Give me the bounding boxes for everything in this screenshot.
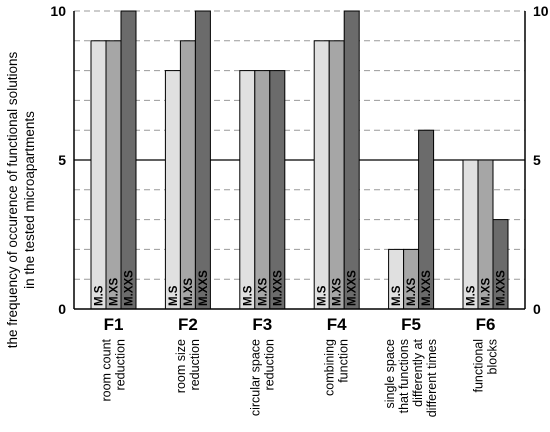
x-category-description: single space	[383, 339, 397, 409]
series-label: M.XS	[332, 278, 344, 306]
bar-F2-M.XS	[179, 40, 196, 310]
x-category-description: that functions	[397, 339, 411, 413]
bar-F4-M.XXS	[343, 10, 360, 310]
x-category-description: differently at	[411, 338, 425, 406]
y-tick-label-left: 10	[50, 3, 66, 19]
series-label: M.XS	[109, 278, 121, 306]
y-tick-label-left: 5	[58, 152, 66, 168]
bar-F2-M.S	[164, 70, 181, 310]
x-category-description: functional	[472, 339, 486, 393]
series-label: M.XXS	[124, 270, 136, 306]
x-category-label: F3	[252, 315, 272, 334]
x-category-description: reduction	[188, 339, 202, 390]
series-label: M.S	[242, 285, 254, 306]
series-label: M.XXS	[496, 270, 508, 306]
series-label: M.XS	[257, 278, 269, 306]
y-tick-label-left: 0	[58, 301, 66, 317]
x-category-label: F1	[104, 315, 124, 334]
x-category-description: room size	[174, 339, 188, 393]
bar-F2-M.XXS	[194, 10, 211, 310]
x-category-description: circular space	[248, 339, 262, 416]
x-category-label: F4	[327, 315, 347, 334]
x-category-description: function	[337, 339, 351, 383]
y-axis-title: the frequency of occurence of functional…	[5, 52, 20, 349]
x-category-description: different times	[425, 339, 439, 417]
bar-F3-M.XS	[254, 70, 271, 310]
y-tick-label-right: 0	[533, 301, 541, 317]
x-category-description: combining	[323, 339, 337, 396]
x-category-label: F6	[476, 315, 496, 334]
x-category-description: reduction	[114, 339, 128, 390]
series-label: M.XXS	[421, 270, 433, 306]
bar-F4-M.S	[313, 40, 330, 310]
y-tick-label-right: 5	[533, 152, 541, 168]
bar-F3-M.S	[239, 70, 256, 310]
x-category-description: reduction	[262, 339, 276, 390]
bar-F1-M.XS	[105, 40, 122, 310]
x-category-label: F2	[178, 315, 198, 334]
y-tick-label-right: 10	[533, 3, 549, 19]
series-label: M.S	[168, 285, 180, 306]
series-label: M.XXS	[198, 270, 210, 306]
x-category-description: room count	[100, 338, 114, 401]
series-label: M.XXS	[272, 270, 284, 306]
series-label: M.XS	[481, 278, 493, 306]
series-label: M.S	[94, 285, 106, 306]
series-label: M.S	[466, 285, 478, 306]
x-category-description: blocks	[486, 339, 500, 374]
series-label: M.XXS	[347, 270, 359, 306]
bar-F4-M.XS	[328, 40, 345, 310]
series-label: M.S	[317, 285, 329, 306]
x-category-label: F5	[401, 315, 421, 334]
series-label: M.XS	[183, 278, 195, 306]
series-label: M.XS	[406, 278, 418, 306]
bar-F1-M.S	[90, 40, 107, 310]
bar-F1-M.XXS	[120, 10, 137, 310]
series-label: M.S	[391, 285, 403, 306]
y-axis-title: in the tested microapartments	[22, 111, 37, 289]
